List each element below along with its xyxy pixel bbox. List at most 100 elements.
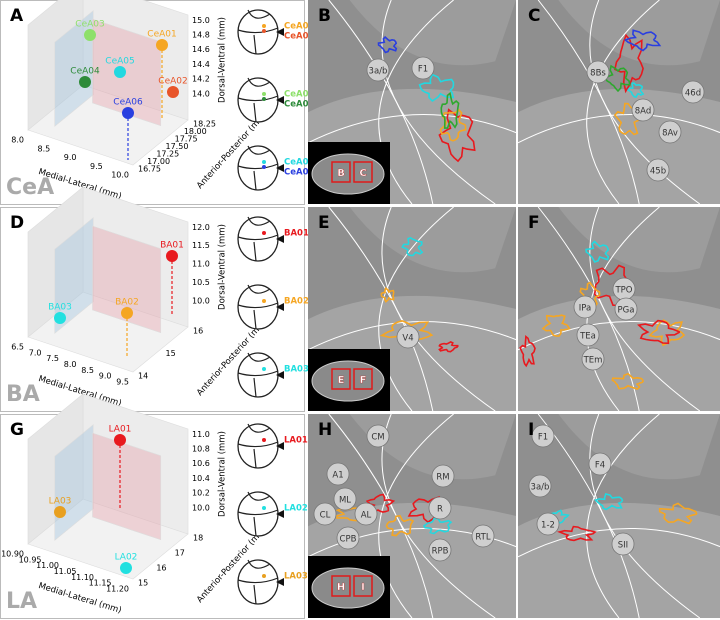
point-label: BA01: [160, 241, 184, 251]
electrode-trace: [611, 372, 644, 391]
atlas-dot: [262, 24, 266, 28]
z-tick-label: 10.8: [192, 444, 210, 453]
map-shade: [518, 88, 720, 204]
area-marker: [576, 323, 600, 347]
x-tick-label: 11.10: [71, 573, 94, 582]
area-marker: [354, 502, 378, 526]
z-tick-label: 14.6: [192, 45, 210, 54]
inset-box: [353, 368, 373, 390]
panel-letter: A: [10, 6, 24, 26]
area-marker: [428, 538, 452, 562]
map-panel: TPO IPa PGa TEa TEm F: [517, 206, 720, 412]
electrode-trace: [438, 341, 459, 353]
area-label: F1: [418, 65, 428, 75]
area-label: 3a/b: [369, 67, 388, 77]
x-tick-label: 9.0: [99, 372, 112, 381]
area-label: IPa: [579, 304, 591, 314]
area-label: 3a/b: [531, 483, 550, 493]
z-tick-label: 10.0: [192, 503, 210, 512]
inset-label: E: [338, 375, 345, 386]
map-panel: 8Bs 46d 8Ad 8Av 45b C: [517, 0, 720, 205]
atlas-outline: [237, 352, 279, 398]
area-label: AL: [361, 511, 372, 521]
point: [167, 86, 179, 98]
map-panel: 3a/b F1 B B C: [307, 0, 517, 205]
atlas-label: BA01: [284, 229, 309, 239]
area-label: R: [437, 505, 443, 515]
side-pane: [27, 0, 84, 131]
area-label: 45b: [650, 167, 666, 177]
z-tick-label: 10.6: [192, 459, 210, 468]
electrode-trace: [648, 319, 686, 347]
atlas-arrow: [276, 235, 284, 243]
atlas-dot: [262, 231, 266, 235]
atlas-outline: [237, 423, 279, 469]
area-label: CL: [320, 511, 331, 521]
point-label: CeA05: [105, 57, 134, 67]
area-label: TEm: [583, 356, 603, 366]
z-axis-label: Dorsal-Ventral (mm): [218, 17, 228, 103]
area-label: CPB: [340, 535, 357, 545]
area-label: 8Bs: [590, 69, 606, 79]
inset-box: [353, 575, 373, 597]
row: D BA 6.5 7.0 7.5 8.0 8.5 9.0 9.5 14 15 16 10.0 10.5 11…: [0, 186, 309, 412]
area-marker: [681, 80, 705, 104]
area-marker: [336, 526, 360, 550]
atlas-arrow: [276, 442, 284, 450]
area-border: [381, 0, 496, 205]
x-tick-label: 9.5: [116, 378, 129, 387]
area-marker: [333, 487, 357, 511]
z-tick-label: 14.8: [192, 30, 210, 39]
electrode-trace: [380, 287, 395, 303]
y-tick-label: 17.00: [147, 157, 170, 166]
area-marker: [611, 532, 635, 556]
area-border: [378, 0, 454, 205]
z-axis-label: Dorsal-Ventral (mm): [218, 431, 228, 517]
area-border: [586, 0, 660, 205]
x-tick-label: 7.5: [46, 354, 59, 363]
z-tick-label: 12.0: [192, 223, 210, 232]
area-label: 1-2: [541, 521, 555, 531]
z-tick-label: 11.0: [192, 430, 210, 439]
atlas-label: LA02: [284, 504, 308, 514]
plane: [54, 217, 94, 334]
map-panel: V4 E E F: [307, 206, 517, 412]
atlas-arrow: [276, 164, 284, 172]
panel-letter: I: [528, 420, 534, 440]
electrode-trace: [623, 29, 662, 52]
area-label: 46d: [685, 89, 701, 99]
area-marker: [658, 120, 682, 144]
inset-box: [331, 161, 351, 183]
atlas-arrow: [276, 303, 284, 311]
area-border: [586, 413, 660, 619]
y-tick-label: 18.25: [193, 120, 216, 129]
atlas-outline: [237, 77, 279, 123]
y-tick-label: 16: [156, 564, 166, 573]
electrode-trace: [385, 514, 415, 537]
z-tick-label: 10.4: [192, 474, 210, 483]
area-marker: [531, 424, 555, 448]
electrode-trace: [613, 33, 644, 94]
atlas-arrow: [276, 371, 284, 379]
electrode-trace: [556, 525, 597, 542]
region-name: LA: [6, 589, 37, 614]
x-tick-label: 7.0: [29, 348, 42, 357]
atlas-dot: [262, 438, 266, 442]
electrode-trace: [418, 73, 455, 103]
z-tick-label: 14.2: [192, 75, 210, 84]
panel-letter: F: [528, 213, 540, 233]
panel-letter: C: [528, 6, 540, 26]
atlas-arrow: [276, 96, 284, 104]
side-pane: [27, 186, 84, 338]
area-label: TPO: [614, 286, 632, 296]
region-name: CeA: [6, 175, 54, 200]
area-label: ML: [339, 496, 351, 506]
area-marker: [431, 464, 455, 488]
y-tick-label: 17: [175, 549, 185, 558]
atlas-arrow: [276, 28, 284, 36]
y-tick-label: 16: [193, 327, 203, 336]
point: [122, 107, 134, 119]
area-label: F4: [595, 461, 605, 471]
point-label: CeA01: [147, 30, 176, 40]
